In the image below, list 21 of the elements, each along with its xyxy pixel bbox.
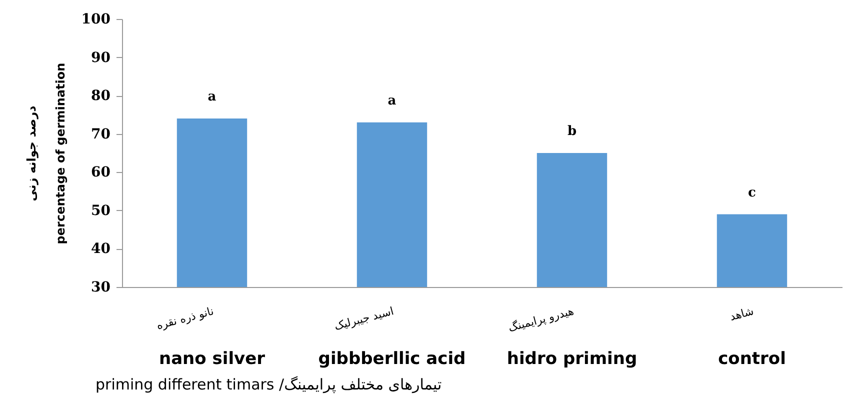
x-axis-title: priming different timars /تیمارهای مختلف پرایمینگ [96, 376, 442, 394]
text: nano silver [158, 349, 266, 369]
y-tick-label: 90 [91, 50, 111, 66]
text: hidro priming [506, 349, 638, 369]
x-tick-label: شاهد [728, 304, 756, 324]
y-tick-label: 40 [91, 241, 111, 258]
data-label: c [748, 185, 756, 200]
y-tick-label: 30 [91, 280, 111, 296]
y-tick-label: 60 [91, 164, 111, 181]
y-tick-label: 70 [91, 126, 111, 142]
y-tick-label: 50 [91, 202, 111, 219]
y-tick-label: 80 [91, 88, 111, 104]
text: control [718, 349, 786, 369]
text: gibbberllic acid [318, 349, 466, 369]
data-label: a [208, 90, 217, 105]
data-label: a [388, 93, 397, 108]
x-tick-label: اسید جیبرلیک [332, 304, 396, 333]
x-tick-label: نانو ذره نقره [155, 304, 216, 332]
data-label: b [567, 124, 577, 139]
x-tick-label: هیدرو پرایمینگ [506, 304, 576, 334]
y-tick-label: 100 [81, 12, 111, 28]
